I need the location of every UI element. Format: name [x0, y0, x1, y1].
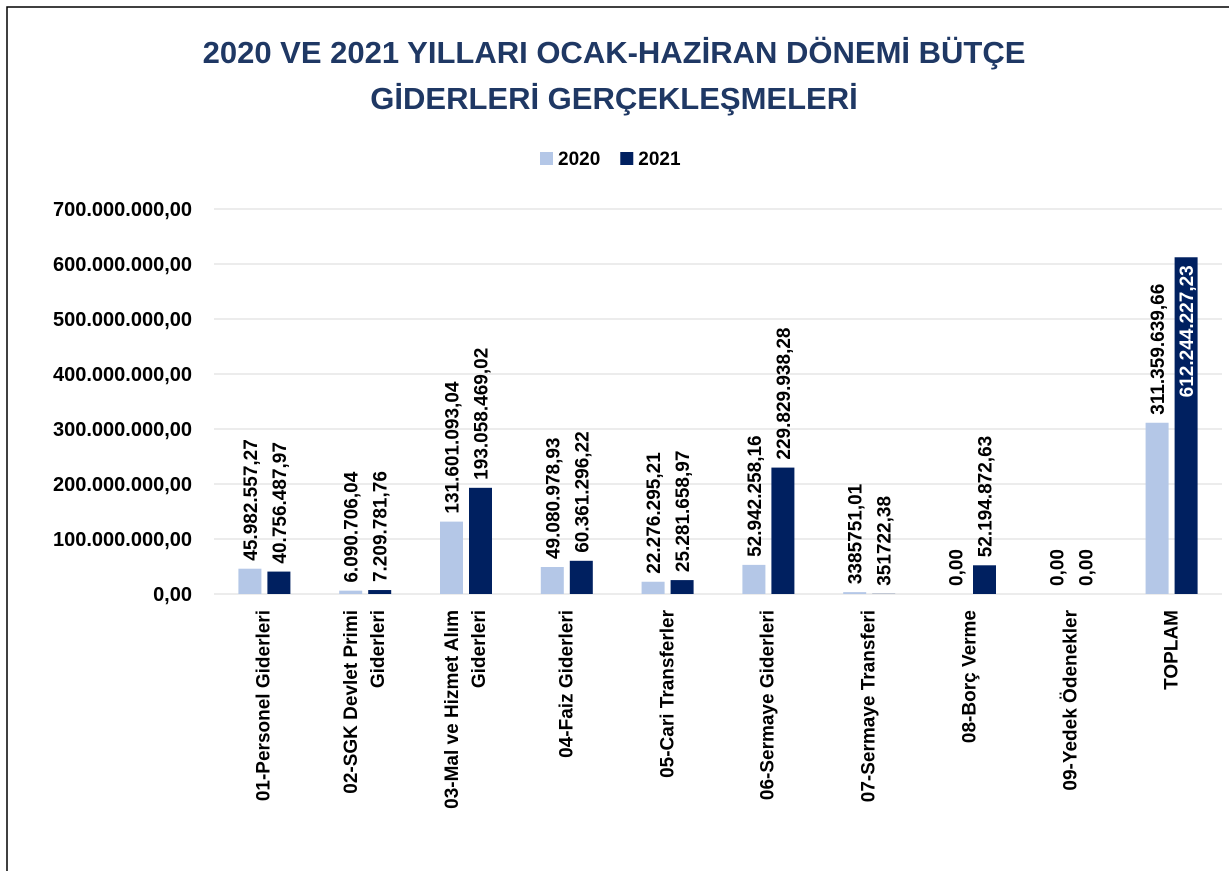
bar	[267, 571, 291, 594]
x-tick-label: 05-Cari Transferler	[657, 610, 679, 778]
value-label: 7.209.781,76	[371, 471, 392, 582]
bar	[641, 581, 665, 594]
bar	[670, 580, 694, 594]
x-tick-label: 08-Borç Verme	[959, 610, 981, 744]
bar	[339, 590, 363, 594]
legend-label: 2020	[558, 149, 600, 170]
value-label: 612.244.227,23	[1177, 265, 1198, 397]
y-tick-label: 600.000.000,00	[53, 254, 192, 276]
x-tick-label: 04-Faiz Giderleri	[556, 610, 578, 758]
bar	[569, 560, 593, 594]
value-label: 351722,38	[875, 496, 896, 586]
x-tick-label: 02-SGK Devlet Primi Giderleri	[341, 610, 390, 794]
y-tick-label: 500.000.000,00	[53, 309, 192, 331]
legend-swatch	[540, 152, 553, 165]
bar	[742, 564, 766, 594]
bar	[771, 467, 795, 594]
value-label: 0,00	[947, 549, 968, 586]
x-tick-label: 07-Sermaye Transferi	[858, 610, 880, 803]
value-label: 193.058.469,02	[472, 348, 493, 480]
value-label: 229.829.938,28	[774, 328, 795, 460]
bar	[238, 568, 262, 594]
bar	[843, 592, 867, 594]
value-label: 52.194.872,63	[976, 436, 997, 558]
value-label: 40.756.487,97	[270, 442, 291, 564]
value-label: 49.080.978,93	[543, 437, 564, 559]
x-tick-label: 06-Sermaye Giderleri	[757, 610, 779, 801]
value-label: 131.601.093,04	[443, 381, 464, 514]
x-tick-label: 09-Yedek Ödenekler	[1060, 610, 1082, 791]
legend-label: 2021	[638, 149, 681, 170]
value-label: 22.276.295,21	[644, 452, 665, 574]
y-tick-label: 0,00	[153, 584, 192, 606]
y-tick-label: 200.000.000,00	[53, 474, 192, 496]
bar	[368, 590, 392, 594]
value-label: 60.361.296,22	[572, 431, 593, 553]
y-tick-label: 700.000.000,00	[53, 199, 192, 221]
x-tick-label: TOPLAM	[1161, 610, 1183, 690]
chart-title: 2020 VE 2021 YILLARI OCAK-HAZİRAN DÖNEMİ…	[202, 35, 1026, 116]
value-label: 52.942.258,16	[745, 435, 766, 557]
value-label: 3385751,01	[846, 483, 867, 584]
bar	[1145, 422, 1169, 594]
value-label: 45.982.557,27	[241, 439, 262, 561]
value-label: 6.090.706,04	[342, 471, 363, 582]
value-label: 25.281.658,97	[673, 451, 694, 573]
bar	[1174, 257, 1198, 594]
bar	[469, 487, 492, 594]
x-tick-label: 01-Personel Giderleri	[253, 610, 275, 802]
bar	[440, 521, 463, 594]
value-label: 0,00	[1076, 549, 1097, 586]
bar	[540, 567, 564, 594]
y-tick-label: 300.000.000,00	[53, 419, 192, 441]
value-label: 311.359.639,66	[1148, 284, 1169, 415]
legend-swatch	[620, 152, 634, 165]
bar	[973, 565, 996, 594]
y-tick-label: 100.000.000,00	[53, 529, 192, 551]
y-tick-label: 400.000.000,00	[53, 364, 192, 386]
x-tick-label: 03-Mal ve Hizmet Alım Giderleri	[442, 610, 490, 809]
value-label: 0,00	[1047, 549, 1068, 586]
chart-frame	[6, 6, 1229, 871]
